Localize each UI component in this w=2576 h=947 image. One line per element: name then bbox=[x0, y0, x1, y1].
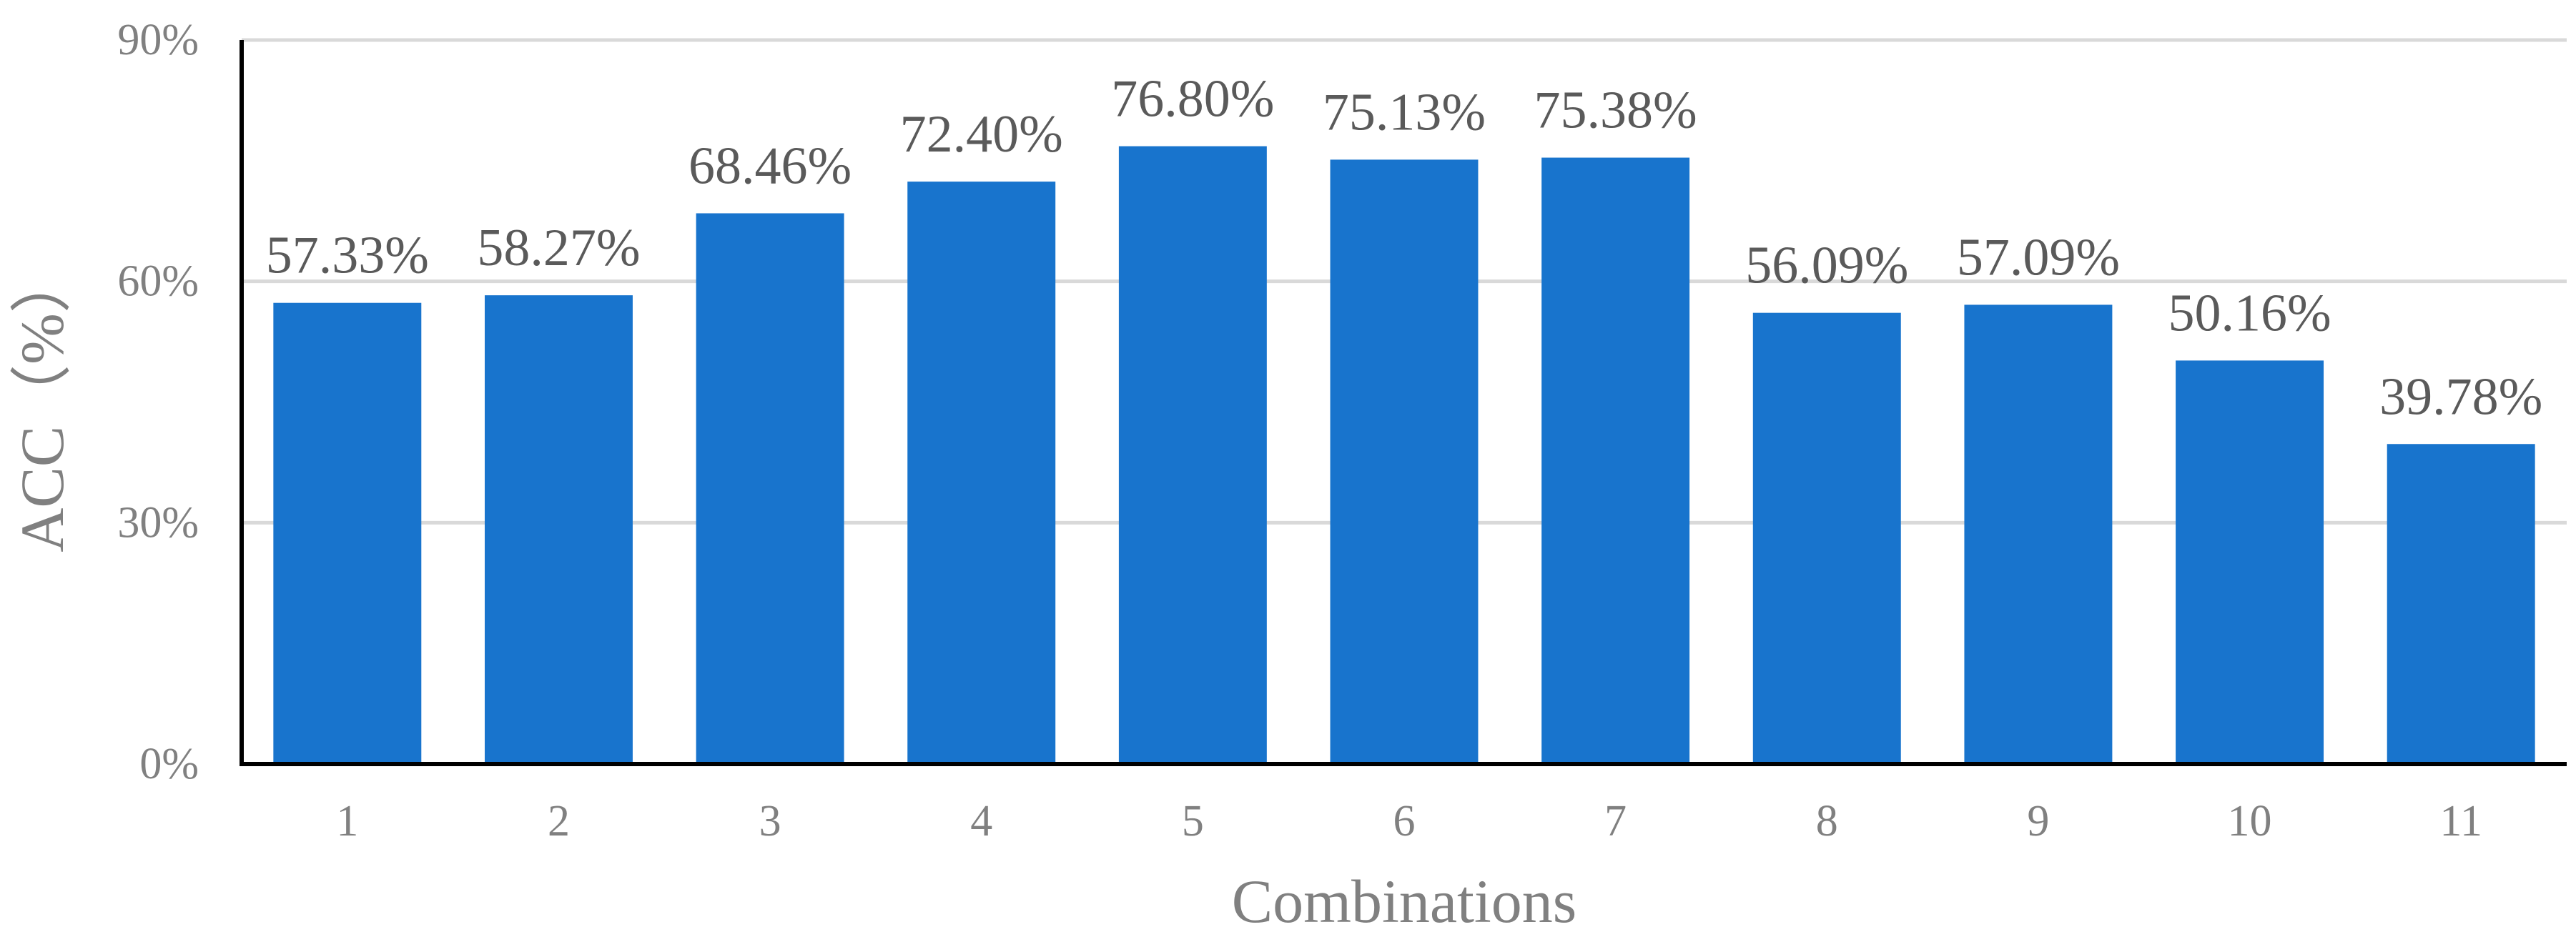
y-tick-label: 0% bbox=[139, 740, 199, 788]
y-tick-labels: 0% 30% 60% 90% bbox=[117, 16, 199, 788]
y-axis-title: ACC（%） bbox=[8, 252, 77, 552]
bar bbox=[907, 182, 1056, 764]
x-tick-label: 1 bbox=[336, 797, 358, 846]
y-tick-label: 90% bbox=[117, 16, 199, 64]
bar bbox=[1752, 312, 1901, 764]
data-label: 76.80% bbox=[1111, 70, 1274, 129]
x-tick-label: 7 bbox=[1604, 797, 1627, 846]
x-tick-labels: 1 2 3 4 5 6 7 8 9 10 11 bbox=[336, 797, 2482, 846]
bar bbox=[2387, 444, 2535, 764]
bars bbox=[273, 146, 2535, 765]
bar bbox=[484, 295, 633, 764]
data-label: 57.33% bbox=[266, 227, 429, 285]
data-label: 72.40% bbox=[900, 105, 1063, 164]
bar bbox=[696, 213, 844, 764]
data-label: 75.38% bbox=[1534, 81, 1697, 140]
data-labels: 57.33% 58.27% 68.46% 72.40% 76.80% 75.13% 75.3… bbox=[266, 70, 2543, 427]
data-label: 39.78% bbox=[2379, 367, 2542, 426]
x-tick-label: 3 bbox=[759, 797, 781, 846]
x-tick-label: 10 bbox=[2228, 797, 2272, 846]
data-label: 50.16% bbox=[2168, 284, 2331, 342]
x-tick-label: 5 bbox=[1182, 797, 1204, 846]
bar bbox=[2176, 360, 2324, 764]
bar bbox=[1330, 159, 1479, 764]
data-label: 68.46% bbox=[689, 137, 852, 195]
data-label: 56.09% bbox=[1745, 237, 1908, 295]
x-tick-label: 6 bbox=[1393, 797, 1416, 846]
x-tick-label: 2 bbox=[548, 797, 570, 846]
data-label: 57.09% bbox=[1957, 228, 2120, 287]
bar bbox=[1964, 304, 2113, 765]
x-tick-label: 8 bbox=[1816, 797, 1838, 846]
data-label: 75.13% bbox=[1323, 83, 1486, 142]
x-tick-label: 4 bbox=[970, 797, 992, 846]
bar bbox=[1541, 157, 1690, 765]
x-tick-label: 9 bbox=[2027, 797, 2049, 846]
bar bbox=[273, 302, 422, 764]
y-tick-label: 60% bbox=[117, 257, 199, 306]
x-axis-title: Combinations bbox=[1232, 867, 1577, 936]
y-tick-label: 30% bbox=[117, 498, 199, 547]
axes bbox=[240, 40, 2567, 766]
x-tick-label: 11 bbox=[2439, 797, 2482, 846]
bar bbox=[1118, 146, 1267, 764]
data-label: 58.27% bbox=[477, 219, 640, 277]
